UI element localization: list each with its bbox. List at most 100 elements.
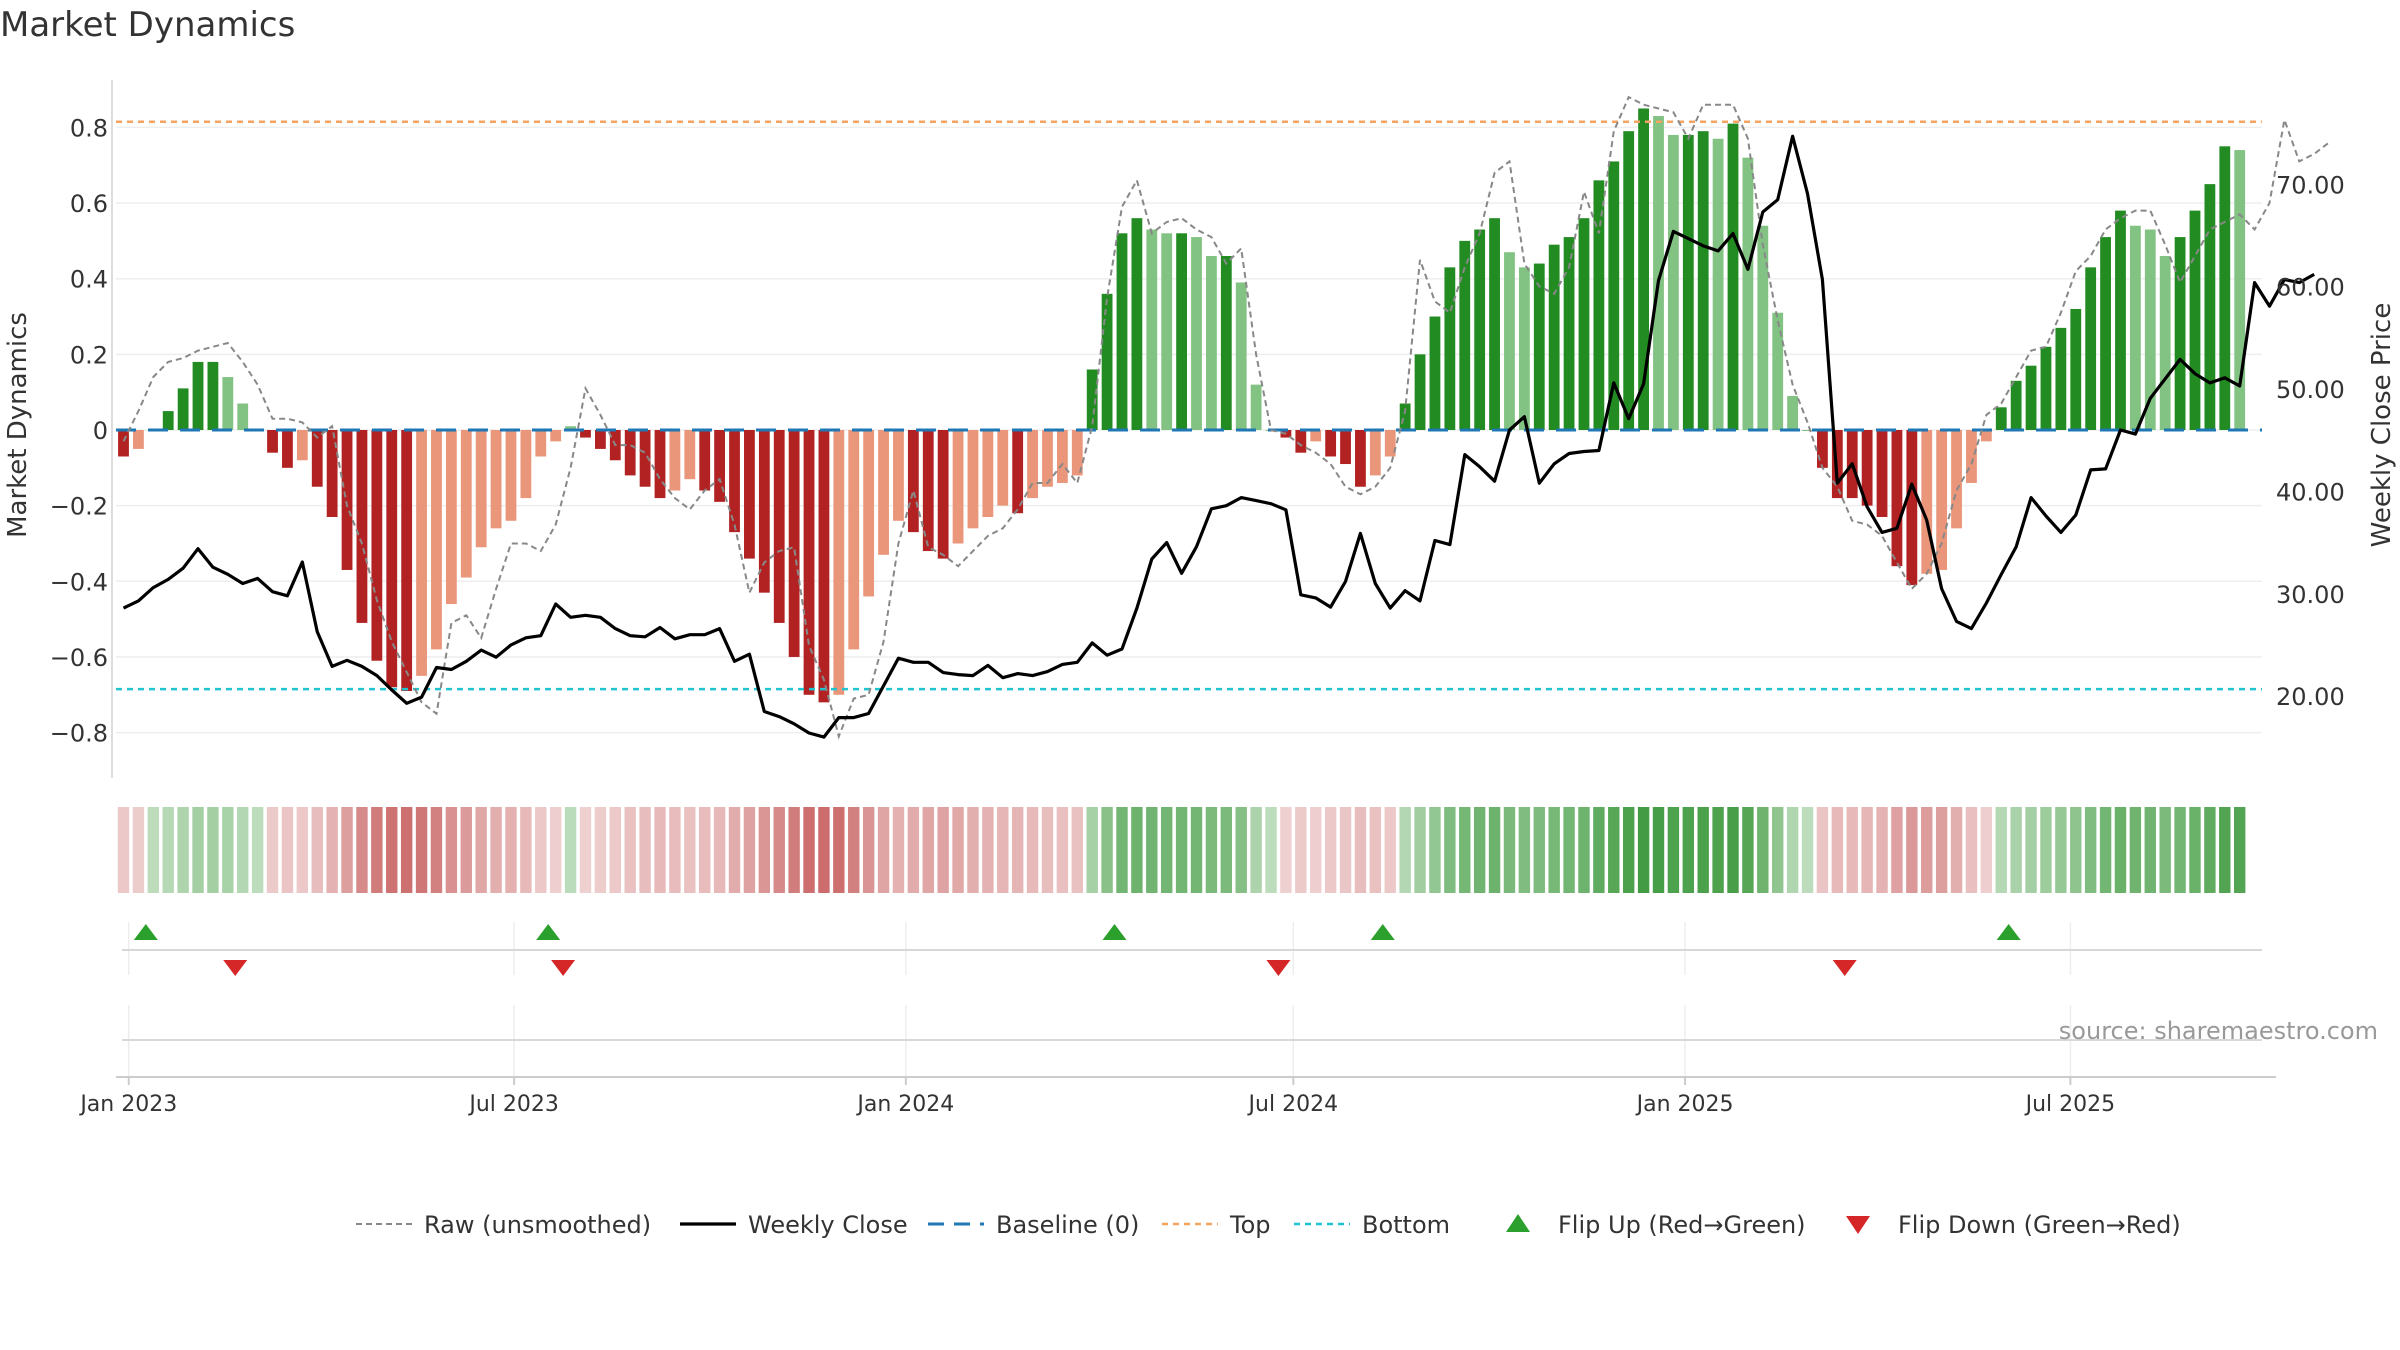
bar-mark	[1101, 293, 1113, 430]
y-axis-label-right: Weekly Close Price	[2367, 303, 2397, 548]
legend-label: Flip Down (Green→Red)	[1898, 1211, 2181, 1239]
strip-cell	[1786, 807, 1799, 893]
strip-cell	[579, 807, 592, 893]
x-tick-label: Jul 2023	[467, 1092, 559, 1117]
y-tick-label-left: −0.6	[50, 644, 108, 672]
legend-item: Bottom	[1294, 1211, 1450, 1239]
strip-cell	[937, 807, 949, 893]
strip-cell	[1891, 807, 1903, 893]
strip-cell	[1503, 807, 1516, 893]
strip-cell	[803, 807, 815, 893]
bar-mark	[222, 377, 234, 430]
strip-cell	[2055, 807, 2067, 893]
strip-cell	[2070, 807, 2082, 893]
strip-cell	[1548, 807, 1560, 893]
strip-cell	[758, 807, 771, 893]
legend-item: Weekly Close	[680, 1211, 908, 1239]
regime-strip	[117, 807, 2246, 893]
legend-item: Top	[1162, 1211, 1271, 1239]
y-tick-label-left: −0.8	[50, 720, 108, 748]
strip-cell	[982, 807, 994, 893]
bar-mark	[1489, 218, 1500, 430]
strip-cell	[862, 807, 875, 893]
legend-label: Raw (unsmoothed)	[424, 1211, 651, 1239]
bar-mark	[907, 430, 919, 533]
bar-mark	[237, 403, 249, 430]
bar-mark	[594, 430, 606, 449]
y-tick-label-left: 0.8	[70, 114, 108, 142]
bar-mark	[1295, 430, 1307, 453]
strip-cell	[1816, 807, 1829, 893]
bar-mark	[1936, 430, 1948, 570]
bar-mark	[654, 430, 666, 499]
chart-title: Market Dynamics	[0, 5, 295, 45]
strip-cell	[2174, 807, 2186, 893]
strip-cell	[1071, 807, 1083, 893]
strip-cell	[266, 807, 279, 893]
bar-mark	[1802, 430, 1813, 431]
bar-mark	[803, 430, 815, 695]
line-series	[122, 95, 2330, 740]
flip-markers	[122, 924, 2262, 1041]
legend: Raw (unsmoothed) Weekly Close Baseline (0)…	[356, 1211, 2181, 1239]
strip-cell	[1742, 807, 1754, 893]
strip-cell	[1414, 807, 1426, 893]
bar-mark	[1757, 225, 1769, 430]
bar-mark	[714, 430, 726, 502]
strip-cell	[326, 807, 338, 893]
bar-mark	[1697, 131, 1709, 430]
strip-cell	[1220, 807, 1233, 893]
strip-cell	[549, 807, 562, 893]
bar-mark	[282, 430, 293, 468]
bar-mark	[326, 430, 338, 517]
strip-cell	[1712, 807, 1724, 893]
strip-cell	[2025, 807, 2037, 893]
bar-mark	[1399, 403, 1411, 430]
bar-mark	[1772, 312, 1784, 430]
bar-mark	[2189, 210, 2201, 430]
bar-mark	[356, 430, 368, 623]
x-tick-label: Jan 2023	[78, 1092, 177, 1117]
y-tick-label-left: −0.4	[50, 568, 108, 596]
strip-cell	[1056, 807, 1069, 893]
bar-mark	[1459, 240, 1471, 430]
bar-mark	[1906, 430, 1918, 586]
bar-mark	[1518, 267, 1530, 430]
strip-cell	[967, 807, 979, 893]
strip-cell	[1861, 807, 1873, 893]
strip-cell	[192, 807, 204, 893]
bar-mark	[177, 388, 189, 430]
strip-cell	[1384, 807, 1396, 893]
bar-mark	[296, 430, 308, 461]
bar-mark	[1921, 430, 1933, 574]
bar-mark	[2100, 237, 2111, 430]
strip-cell	[877, 807, 890, 893]
bar-mark	[1146, 229, 1158, 430]
strip-cell	[147, 807, 160, 893]
bar-mark	[773, 430, 785, 623]
strip-cell	[371, 807, 383, 893]
strip-cell	[713, 807, 726, 893]
bar-mark	[341, 430, 353, 570]
legend-label: Weekly Close	[748, 1211, 908, 1239]
bar-mark	[744, 430, 755, 559]
strip-cell	[1667, 807, 1680, 893]
strip-cell	[1652, 807, 1665, 893]
strip-cell	[1697, 807, 1709, 893]
bar-mark	[1206, 256, 1217, 430]
strip-cell	[117, 807, 130, 893]
weekly-close-line	[122, 134, 2315, 739]
bar-mark	[1414, 354, 1426, 430]
bar-mark	[1504, 252, 1515, 430]
bar-mark	[192, 361, 204, 430]
bar-mark	[893, 430, 904, 521]
strip-cell	[1757, 807, 1769, 893]
strip-cell	[818, 807, 830, 893]
bar-mark	[1638, 108, 1649, 430]
strip-cell	[1488, 807, 1501, 893]
strip-cell	[952, 807, 964, 893]
strip-cell	[1295, 807, 1307, 893]
y-tick-label-right: 40.00	[2276, 478, 2345, 506]
bar-mark	[1310, 430, 1322, 442]
bar-mark	[729, 430, 740, 533]
